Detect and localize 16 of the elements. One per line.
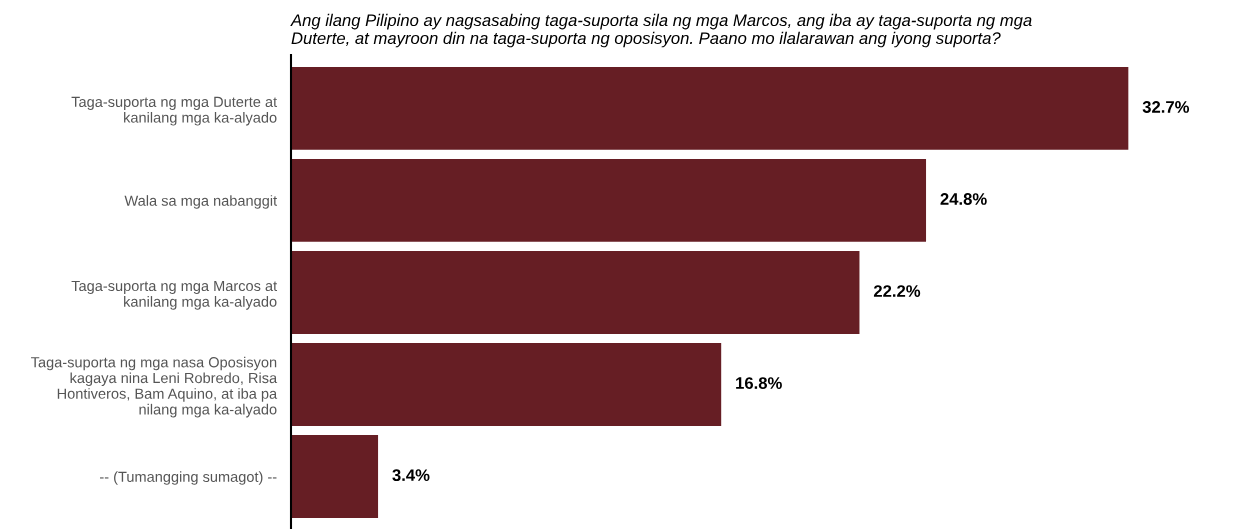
chart-title: Ang ilang Pilipino ay nagsasabing taga-suporta sila ng mga Marcos, ang iba ay taga-suporta ng mga Duterte, at mayroon din na taga-suporta ng oposisyon. Paano mo ilalarawan ang iyong suporta? [290,13,1032,48]
data-label: 22.2% [873,285,921,297]
data-label: 24.8% [940,193,987,205]
bar [291,159,927,242]
y-tick-label: Taga-suporta ng mga nasa Oposisyon kagaya nina Leni Robredo, Risa Hontiveros, Bam Aquino, at iba pa nilang mga ka-alyado [31,356,278,418]
bar [291,343,722,426]
data-label: 16.8% [736,377,782,389]
bar [291,251,860,334]
y-tick-label: Wala sa mga nabanggit [124,195,278,209]
bar [291,435,379,518]
y-tick-label: -- (Tumangging sumagot) -- [100,471,277,485]
data-label: 3.4% [392,469,430,482]
data-label: 32.7% [1142,101,1190,113]
y-tick-label: Taga-suporta ng mga Duterte at kanilang mga ka-alyado [71,96,278,126]
bar [291,66,1129,150]
y-tick-label: Taga-suporta ng mga Marcos at kanilang mga ka-alyado [71,280,278,310]
